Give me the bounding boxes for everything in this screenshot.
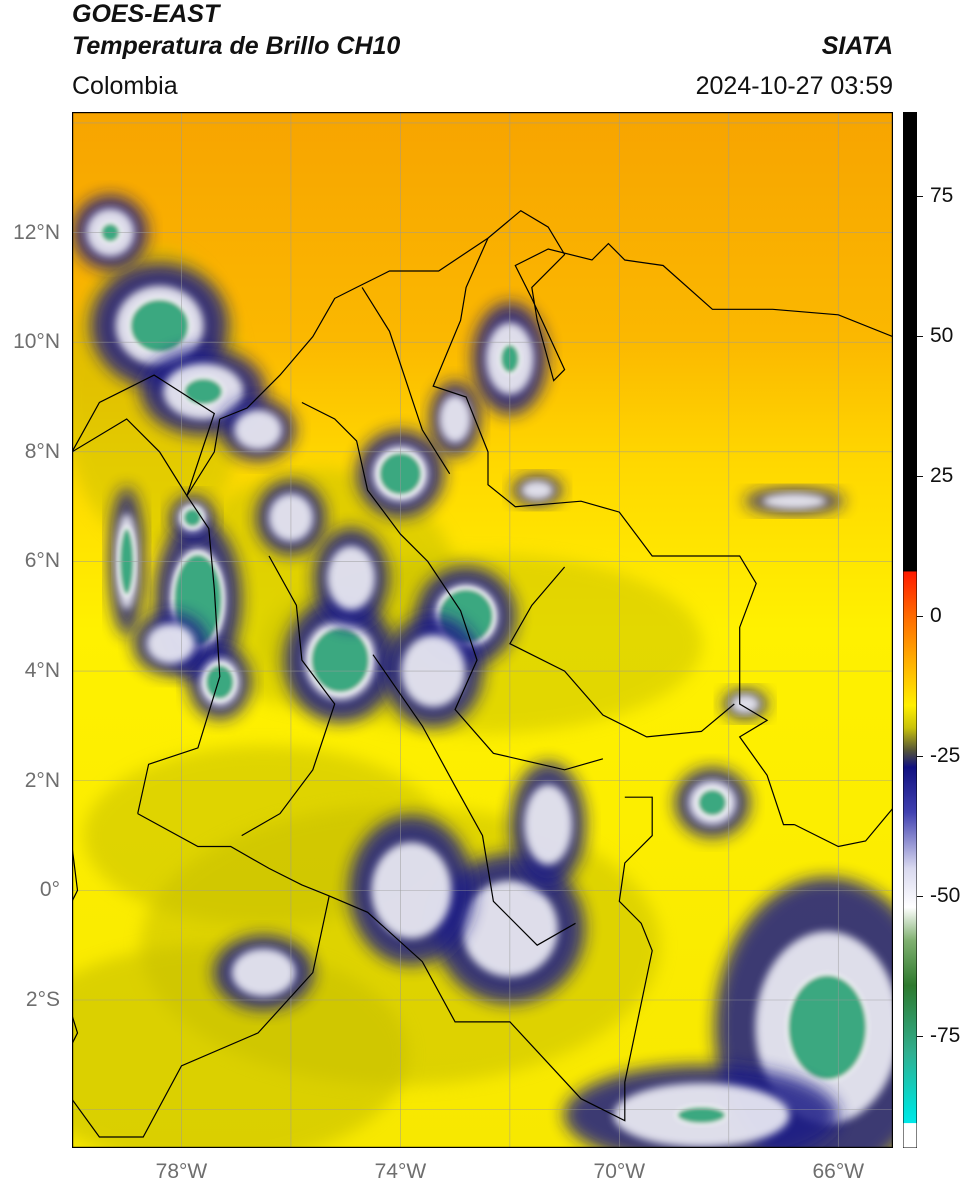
colorbar-tick-label: -25 (930, 744, 961, 767)
map-canvas (72, 112, 893, 1148)
colorbar-tick (917, 336, 923, 337)
datetime-label: 2024-10-27 03:59 (695, 72, 893, 100)
colorbar-gradient (902, 111, 918, 1149)
colorbar-tick-label: -50 (930, 884, 961, 907)
colorbar-tick-label: 50 (930, 324, 954, 347)
colorbar-tick-label: 0 (930, 604, 942, 627)
product-title: Temperatura de Brillo CH10 (72, 32, 401, 60)
colorbar-tick-label: 75 (930, 184, 954, 207)
colorbar-tick-label: 25 (930, 464, 954, 487)
satellite-map[interactable] (72, 112, 893, 1148)
lon-label: 78°W (155, 1160, 208, 1183)
lat-label: 4°N (24, 659, 60, 683)
lat-label: 8°N (24, 439, 60, 463)
colorbar-tick (917, 616, 923, 617)
lat-label: 12°N (13, 220, 60, 244)
lat-label: 6°N (24, 549, 60, 573)
lon-label: 74°W (374, 1160, 427, 1183)
satellite-title: GOES-EAST (72, 0, 220, 28)
graticule (72, 112, 893, 1148)
colorbar-tick-label: -75 (930, 1024, 961, 1047)
colorbar-tick (917, 1036, 923, 1037)
brand-label: SIATA (821, 32, 893, 60)
lat-label: 10°N (13, 330, 60, 354)
lat-label: 2°N (24, 768, 60, 792)
country-borders (72, 209, 893, 1143)
lon-label: 70°W (593, 1160, 646, 1183)
colorbar-tick (917, 896, 923, 897)
lat-label: 0° (39, 878, 60, 902)
lat-label: 2°S (25, 988, 60, 1011)
region-label: Colombia (72, 72, 178, 100)
colorbar-tick (917, 476, 923, 477)
lon-label: 66°W (812, 1160, 865, 1183)
colorbar-tick (917, 196, 923, 197)
cloud-layer (72, 195, 893, 1148)
colorbar-tick (917, 756, 923, 757)
colorbar (902, 111, 918, 1149)
map-frame (72, 112, 893, 1148)
